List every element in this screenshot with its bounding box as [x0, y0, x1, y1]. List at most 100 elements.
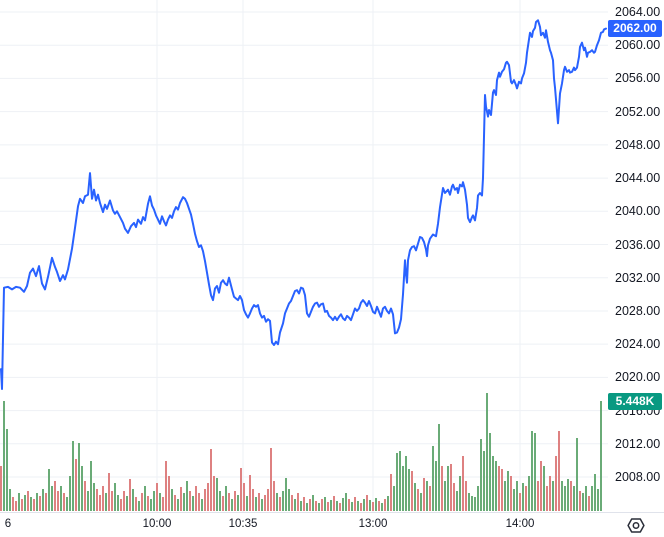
volume-bar: [345, 493, 347, 511]
volume-bar: [267, 489, 269, 511]
volume-bar: [426, 481, 428, 511]
volume-bar: [306, 503, 308, 511]
volume-bar: [300, 501, 302, 511]
time-tick-label: 14:00: [505, 518, 535, 530]
volume-bar: [219, 491, 221, 511]
volume-bar: [528, 476, 530, 511]
volume-bar: [540, 461, 542, 511]
volume-bar: [357, 501, 359, 511]
volume-bar: [453, 483, 455, 511]
last-price-badge: 2062.00: [608, 20, 662, 38]
volume-bar: [537, 481, 539, 511]
axis-corner: [608, 513, 664, 537]
settings-icon[interactable]: [627, 517, 645, 533]
volume-bar: [573, 486, 575, 511]
volume-bar: [450, 464, 452, 511]
volume-bar: [258, 493, 260, 511]
volume-bar: [366, 495, 368, 511]
volume-bar: [525, 486, 527, 511]
volume-bar: [507, 471, 509, 511]
price-tick-label: 2048.00: [615, 137, 661, 152]
volume-bar: [81, 466, 83, 511]
volume-bar: [261, 499, 263, 511]
volume-bar: [312, 495, 314, 511]
volume-bar: [93, 483, 95, 511]
time-tick-label: 13:00: [358, 518, 388, 530]
volume-bar: [117, 495, 119, 511]
volume-bar: [48, 469, 50, 511]
volume-bar: [99, 495, 101, 511]
volume-bar: [372, 502, 374, 511]
volume-bar: [264, 495, 266, 511]
volume-bar: [396, 453, 398, 511]
volume-bar: [33, 499, 35, 511]
time-tick-label: 6: [4, 518, 12, 530]
volume-bar: [495, 461, 497, 511]
volume-bar: [228, 493, 230, 511]
volume-bar: [588, 496, 590, 511]
volume-bar: [504, 481, 506, 511]
volume-bar: [255, 497, 257, 511]
volume-bar: [114, 483, 116, 511]
volume-bar: [42, 489, 44, 511]
volume-bar: [387, 496, 389, 511]
price-axis[interactable]: 2062.00 5.448K 2064.00 2060.00 2056.00 2052…: [608, 0, 664, 512]
volume-bar: [408, 469, 410, 511]
volume-bar: [321, 499, 323, 511]
volume-bar: [198, 493, 200, 511]
volume-bar: [156, 483, 158, 511]
volume-bar: [105, 493, 107, 511]
volume-bar: [3, 401, 5, 511]
volume-bar: [558, 431, 560, 511]
volume-bar: [468, 493, 470, 511]
chart-canvas[interactable]: [0, 0, 608, 512]
volume-bar: [438, 424, 440, 511]
price-tick-label: 2012.00: [615, 436, 661, 451]
volume-bar: [0, 466, 2, 511]
volume-bar: [414, 483, 416, 511]
volume-bar: [60, 486, 62, 511]
volume-bar: [192, 496, 194, 511]
volume-bar: [297, 493, 299, 511]
volume-bar: [339, 503, 341, 511]
volume-bar: [303, 497, 305, 511]
volume-bar: [294, 499, 296, 511]
volume-bar: [348, 499, 350, 511]
volume-bar: [84, 481, 86, 511]
volume-bar: [153, 491, 155, 511]
volume-bar: [444, 481, 446, 511]
volume-bar: [135, 497, 137, 511]
volume-bar: [144, 486, 146, 511]
time-axis[interactable]: 6 10:00 10:35 13:00 14:00: [0, 512, 664, 537]
volume-bar: [351, 502, 353, 511]
volume-bar: [333, 496, 335, 511]
volume-bar: [567, 479, 569, 511]
time-tick-label: 10:35: [228, 518, 258, 530]
volume-bar: [276, 493, 278, 511]
volume-bar: [279, 497, 281, 511]
volume-bar: [363, 499, 365, 511]
volume-bar: [291, 495, 293, 511]
volume-bar: [591, 486, 593, 511]
volume-bar: [561, 481, 563, 511]
volume-bar: [465, 481, 467, 511]
volume-bar: [555, 456, 557, 511]
volume-bar: [66, 497, 68, 511]
volume-bar: [252, 489, 254, 511]
volume-bar: [57, 491, 59, 511]
volume-bar: [360, 503, 362, 511]
volume-bar: [36, 493, 38, 511]
volume-bar: [201, 499, 203, 511]
volume-bar: [576, 438, 578, 511]
volume-bar: [222, 496, 224, 511]
volume-bar: [39, 496, 41, 511]
volume-bar: [195, 486, 197, 511]
volume-bar: [546, 486, 548, 511]
volume-bar: [375, 498, 377, 511]
volume-bar: [390, 474, 392, 511]
volume-bar: [216, 478, 218, 511]
volume-bar: [531, 431, 533, 511]
volume-bar: [336, 501, 338, 511]
volume-bar: [402, 466, 404, 511]
volume-bar: [171, 489, 173, 511]
